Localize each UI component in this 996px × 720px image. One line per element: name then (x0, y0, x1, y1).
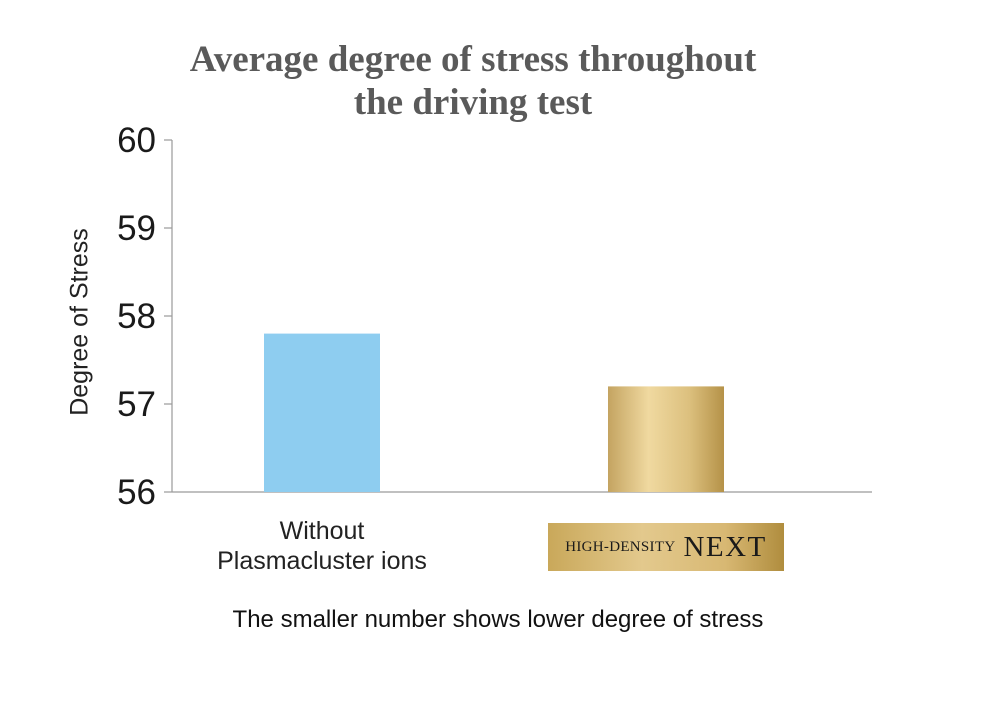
badge-big-text: NEXT (683, 530, 767, 563)
badge-small-text: HIGH-DENSITY (565, 538, 676, 555)
bar-high-density-next (608, 386, 724, 492)
bars (264, 333, 724, 492)
category-label-without-plasmacluster: Without Plasmacluster ions (172, 516, 472, 576)
axes: 56 57 58 59 60 (117, 121, 872, 512)
y-axis-label: Degree of Stress (65, 228, 94, 416)
y-tick-label: 59 (117, 209, 156, 248)
y-tick-label: 60 (117, 121, 156, 160)
category-label-line-2: Plasmacluster ions (217, 547, 427, 575)
high-density-next-badge: HIGH-DENSITY NEXT (548, 523, 784, 571)
category-label-line-1: Without (279, 517, 365, 545)
bar-without-plasmacluster (264, 333, 380, 492)
y-tick-label: 58 (117, 297, 156, 336)
chart-title-line-2: the driving test (353, 82, 593, 123)
y-tick-label: 57 (117, 385, 156, 424)
chart-title: Average degree of stress throughout the … (0, 38, 946, 124)
chart-title-line-1: Average degree of stress throughout (189, 39, 757, 80)
footnote: The smaller number shows lower degree of… (232, 606, 764, 633)
y-tick-label: 56 (117, 473, 156, 512)
